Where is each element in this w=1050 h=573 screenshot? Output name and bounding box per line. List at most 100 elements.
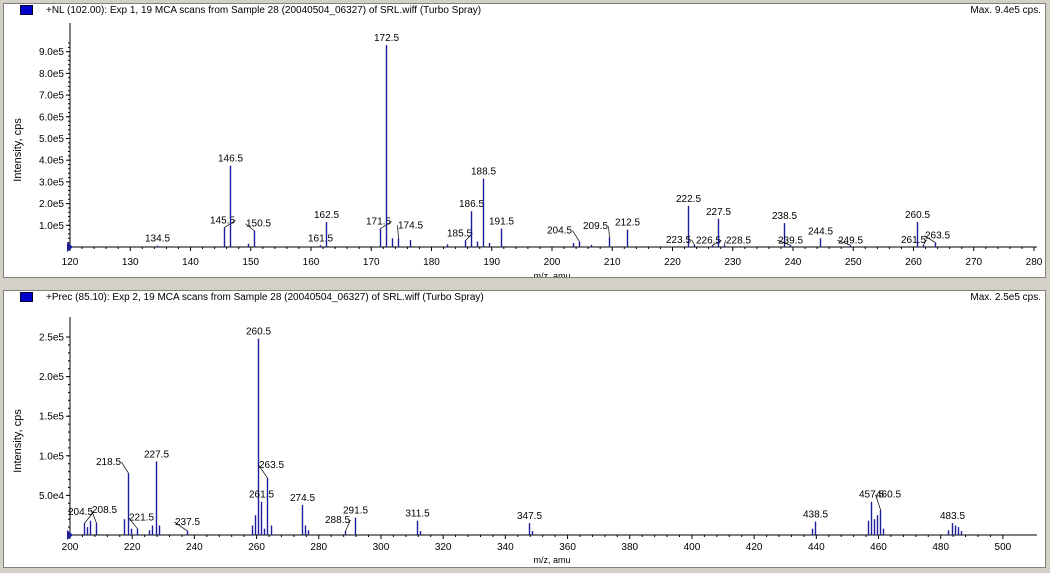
peak-label: 226.5 (696, 235, 721, 246)
peak-label: 209.5 (583, 221, 608, 232)
x-tick-label: 250 (845, 257, 862, 268)
y-tick-label: 3.0e5 (39, 177, 64, 188)
peak-label: 239.5 (778, 235, 803, 246)
spectrum-pane-1: +NL (102.00): Exp 1, 19 MCA scans from S… (3, 3, 1046, 278)
peak-label: 347.5 (517, 511, 542, 522)
peak-label: 134.5 (145, 234, 170, 245)
peak-label: 185.5 (447, 228, 472, 239)
spectrum-chart-1[interactable]: 120 130 140 150 160 170 180 190 200 210 220 230 240 2… (4, 4, 1045, 277)
peak-label-leader (174, 521, 188, 532)
peak-label-leader (397, 225, 399, 239)
peak-label-leader (777, 239, 791, 246)
peak-label-leader (712, 239, 722, 246)
peak-label: 237.5 (175, 517, 200, 528)
x-tick-label: 240 (785, 257, 802, 268)
y-tick-label: 2.0e5 (39, 372, 64, 383)
peak-label-leader (84, 511, 94, 524)
origin-marker-icon (67, 242, 73, 252)
x-tick-label: 210 (604, 257, 621, 268)
x-tick-label: 200 (544, 257, 561, 268)
peak-label: 188.5 (471, 167, 496, 178)
peak-label: 227.5 (144, 449, 169, 460)
series-marker-icon[interactable] (20, 292, 33, 302)
peak-label-leader (691, 239, 695, 246)
peak-label: 274.5 (290, 493, 315, 504)
x-tick-label: 160 (303, 257, 320, 268)
peak-label: 171.5 (366, 217, 391, 228)
peak-label-leader (258, 464, 268, 479)
x-tick-label: 460 (870, 542, 887, 553)
peak-label: 145.5 (210, 215, 235, 226)
x-tick-label: 140 (182, 257, 199, 268)
x-tick-label: 440 (808, 542, 825, 553)
pane-header: +Prec (85.10): Exp 2, 19 MCA scans from … (4, 291, 1045, 307)
x-tick-label: 260 (905, 257, 922, 268)
x-tick-label: 420 (746, 542, 763, 553)
peak-label: 174.5 (398, 220, 423, 231)
x-tick-label: 400 (684, 542, 701, 553)
peak-label: 457.5 (859, 490, 884, 501)
peak-label: 438.5 (803, 510, 828, 521)
series-marker-icon[interactable] (20, 5, 33, 15)
peak-label: 204.5 (547, 226, 572, 237)
peak-label: 238.5 (772, 211, 797, 222)
peak-label: 191.5 (489, 217, 514, 228)
peak-label-leader (572, 230, 580, 242)
x-tick-label: 270 (965, 257, 982, 268)
peak-label: 204.5 (68, 507, 93, 518)
y-tick-label: 1.0e5 (39, 221, 64, 232)
y-tick-label: 5.0e4 (39, 491, 64, 502)
peak-label: 208.5 (92, 505, 117, 516)
x-tick-label: 280 (310, 542, 327, 553)
x-tick-label: 260 (248, 542, 265, 553)
peak-label: 172.5 (374, 33, 399, 44)
peak-label: 223.5 (666, 235, 691, 246)
peak-label: 291.5 (343, 506, 368, 517)
peak-label-leader (245, 223, 255, 231)
peak-label: 146.5 (218, 154, 243, 165)
peak-label: 162.5 (314, 210, 339, 221)
x-tick-label: 320 (435, 542, 452, 553)
peak-label-leader (875, 494, 881, 510)
peak-label: 460.5 (876, 490, 901, 501)
peak-label: 260.5 (905, 210, 930, 221)
max-intensity-label: Max. 2.5e5 cps. (970, 292, 1041, 303)
x-tick-label: 200 (62, 542, 79, 553)
x-tick-label: 230 (724, 257, 741, 268)
origin-marker-icon (67, 530, 73, 540)
peak-label: 261.5 (249, 490, 274, 501)
peak-label: 244.5 (808, 226, 833, 237)
y-axis-title: Intensity, cps (12, 118, 24, 182)
x-tick-label: 150 (242, 257, 259, 268)
x-tick-label: 340 (497, 542, 514, 553)
x-tick-label: 240 (186, 542, 203, 553)
x-tick-label: 220 (124, 542, 141, 553)
spectrum-chart-2[interactable]: 200 220 240 260 280 300 320 340 360 380 400 420 440 4… (4, 291, 1045, 567)
y-tick-label: 8.0e5 (39, 69, 64, 80)
x-tick-label: 130 (122, 257, 139, 268)
peak-label: 212.5 (615, 218, 640, 229)
x-tick-label: 280 (1026, 257, 1043, 268)
peak-label: 249.5 (838, 235, 863, 246)
peak-label: 221.5 (129, 513, 154, 524)
max-intensity-label: Max. 9.4e5 cps. (970, 5, 1041, 16)
peak-label: 261.5 (901, 235, 926, 246)
peak-label: 311.5 (405, 509, 430, 520)
pane-title: +NL (102.00): Exp 1, 19 MCA scans from S… (46, 5, 482, 16)
peak-label: 161.5 (308, 233, 333, 244)
peak-label: 228.5 (726, 235, 751, 246)
y-tick-label: 6.0e5 (39, 112, 64, 123)
pane-title: +Prec (85.10): Exp 2, 19 MCA scans from … (46, 292, 484, 303)
peak-label-leader (837, 239, 851, 246)
x-tick-label: 120 (62, 257, 79, 268)
peak-label: 222.5 (676, 194, 701, 205)
y-axis-title: Intensity, cps (12, 409, 24, 473)
y-tick-label: 5.0e5 (39, 134, 64, 145)
x-tick-label: 380 (621, 542, 638, 553)
x-tick-label: 180 (423, 257, 440, 268)
x-tick-label: 190 (483, 257, 500, 268)
y-tick-label: 1.0e5 (39, 451, 64, 462)
peak-label-leader (608, 226, 610, 238)
x-tick-label: 360 (559, 542, 576, 553)
y-tick-label: 9.0e5 (39, 47, 64, 58)
